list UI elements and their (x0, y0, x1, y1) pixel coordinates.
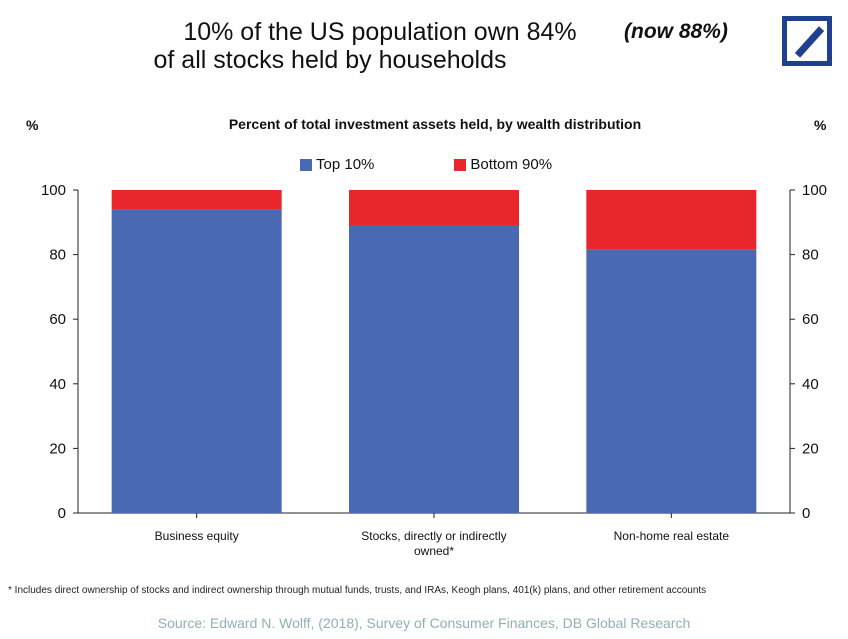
y-tick-label-right: 40 (802, 376, 819, 393)
y-tick-label-right: 0 (802, 505, 810, 522)
y-tick-label-right: 100 (802, 182, 827, 199)
legend: Top 10% Bottom 90% (300, 156, 552, 173)
bar-top10-0 (111, 209, 282, 513)
left-axis-unit: % (26, 117, 39, 133)
legend-item-top: Top 10% (300, 156, 374, 173)
legend-item-bottom: Bottom 90% (454, 156, 552, 173)
y-tick-label-right: 60 (802, 311, 819, 328)
bar-bottom90-2 (586, 190, 757, 250)
headline-line2: of all stocks held by households (153, 46, 507, 74)
footnote: * Includes direct ownership of stocks an… (8, 585, 707, 596)
stacked-bar-chart: 0 0 20 20 40 40 60 60 80 80 100 100 Business equity S… (41, 182, 827, 558)
source-note: Source: Edward N. Wolff, (2018), Survey … (157, 615, 691, 631)
y-tick-label-right: 20 (802, 440, 819, 457)
bar-top10-2 (586, 249, 757, 513)
bar-bottom90-0 (111, 190, 282, 210)
y-tick-label-left: 80 (49, 247, 66, 264)
legend-label-top: Top 10% (316, 156, 375, 173)
y-tick-label-left: 100 (41, 182, 66, 199)
y-tick-label-left: 0 (58, 505, 66, 522)
y-tick-label-left: 40 (49, 376, 66, 393)
headline: 10% of the US population own 84% of all … (0, 18, 760, 74)
y-tick-label-left: 20 (49, 440, 66, 457)
y-tick-label-left: 60 (49, 311, 66, 328)
bar-top10-1 (349, 225, 519, 513)
category-label-0: Business equity (155, 529, 239, 543)
right-axis-unit: % (814, 117, 827, 133)
bar-bottom90-1 (349, 190, 519, 226)
headline-note: (now 88%) (624, 20, 728, 43)
legend-swatch-bottom (454, 158, 467, 171)
headline-line1: 10% of the US population own 84% (183, 18, 577, 46)
chart-title: Percent of total investment assets held,… (228, 116, 642, 132)
deutsche-bank-logo-icon (782, 16, 832, 66)
legend-swatch-top (300, 158, 312, 171)
category-label-1: Stocks, directly or indirectly owned* (361, 529, 506, 558)
y-tick-label-right: 80 (802, 247, 819, 264)
legend-label-bottom: Bottom 90% (470, 156, 553, 173)
category-label-2: Non-home real estate (614, 529, 730, 543)
